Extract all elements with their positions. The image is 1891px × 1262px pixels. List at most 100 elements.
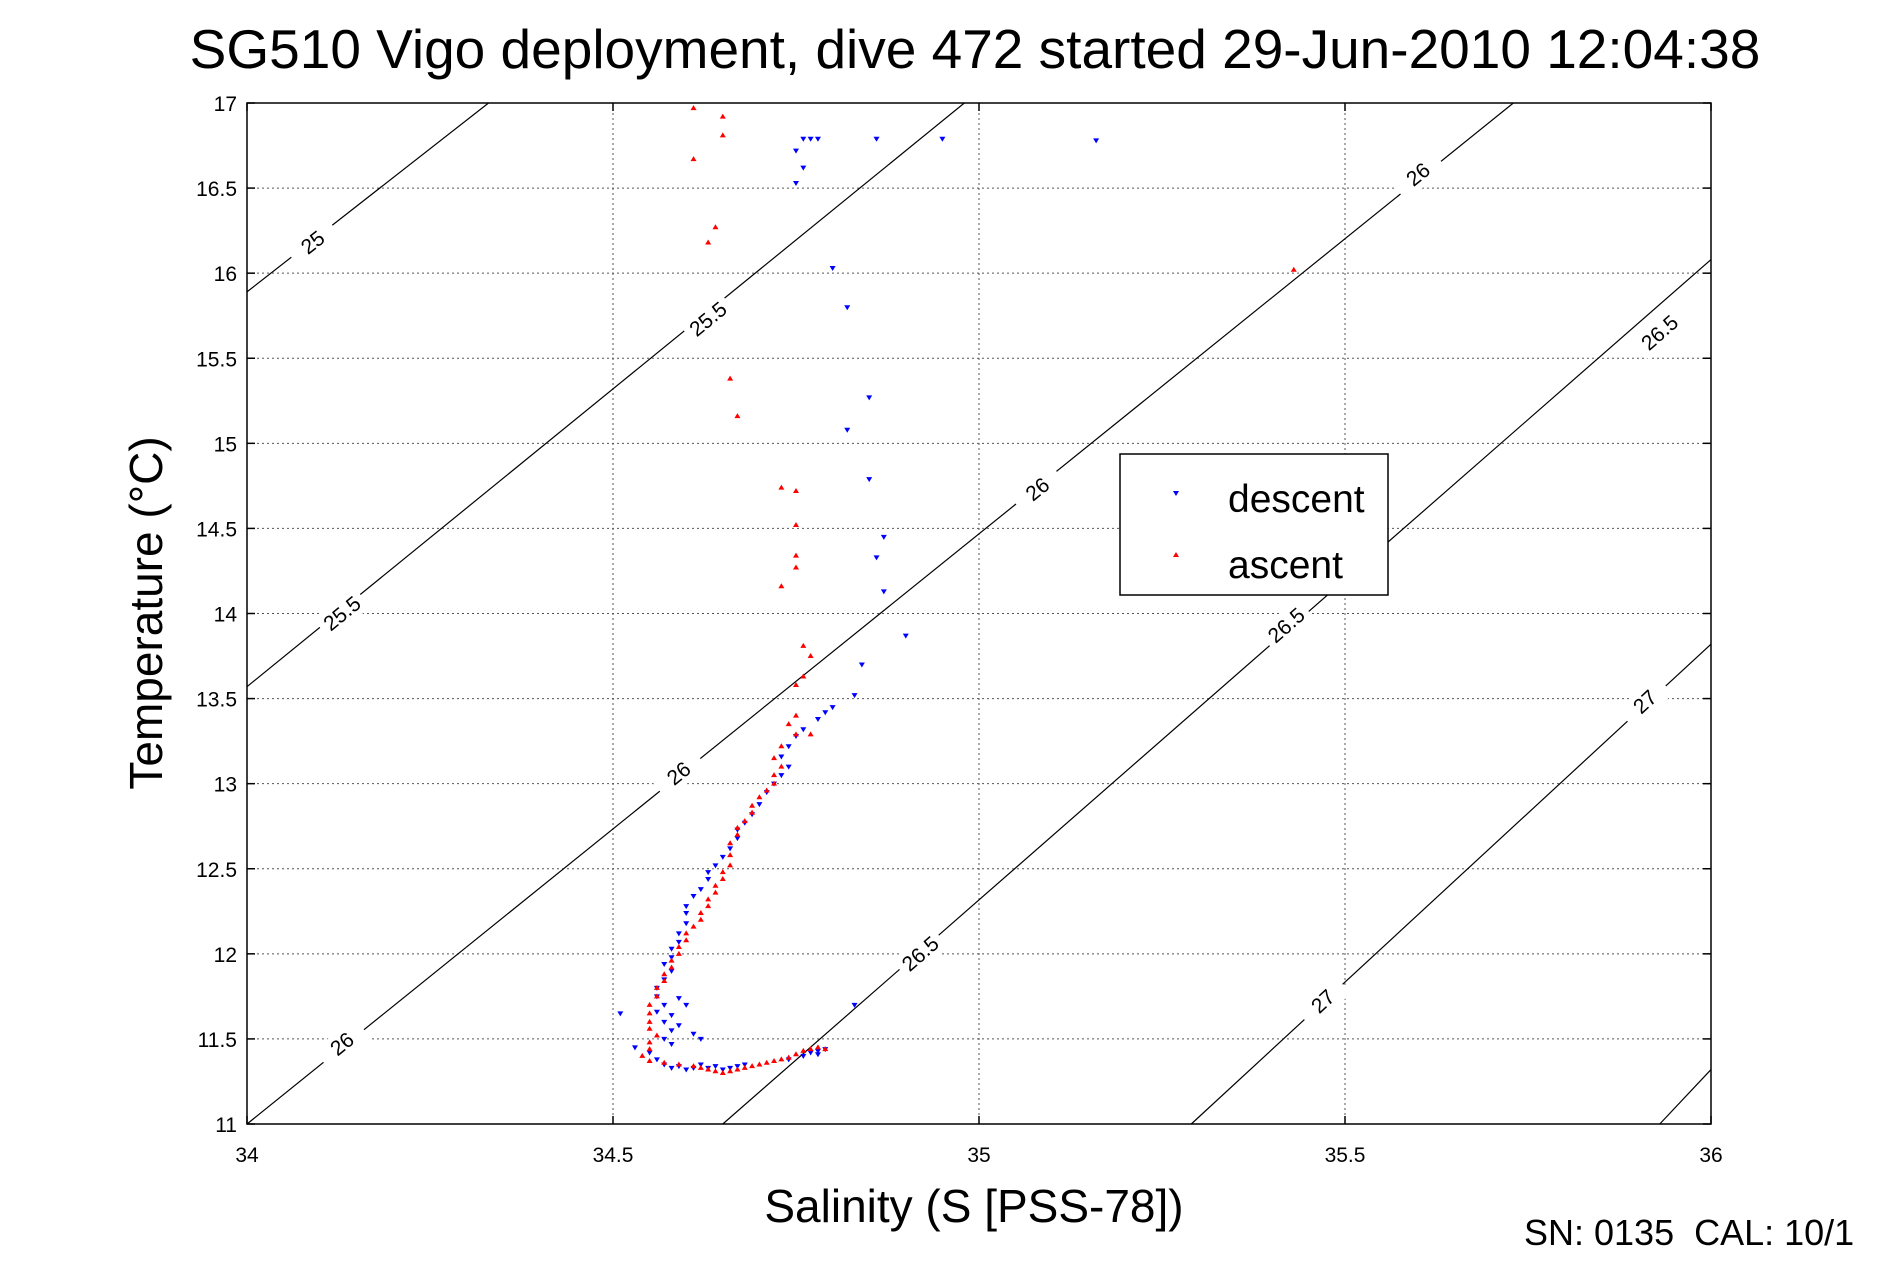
legend: descent ascent	[1119, 453, 1389, 596]
ascent-point	[668, 957, 675, 963]
ascent-point	[749, 1063, 756, 1069]
ascent-point	[705, 896, 712, 902]
y-axis-ticks: 11 11.5 12 12.5 13 13.5 14 14.5 15 15.5 16 16.5 17	[196, 93, 1711, 1137]
descent-point	[778, 754, 785, 760]
descent-point	[683, 904, 690, 910]
ascent-point	[793, 1051, 799, 1057]
ascent-point	[741, 818, 748, 824]
ascent-point	[807, 653, 814, 659]
descent-point	[1093, 138, 1100, 144]
ascent-point	[661, 978, 668, 984]
y-tick-label: 11	[215, 1114, 237, 1137]
descent-point	[668, 1065, 675, 1071]
ascent-point	[646, 1046, 653, 1052]
isopycnal-line	[1659, 1069, 1712, 1125]
ascent-point	[771, 1058, 778, 1064]
ascent-point	[793, 522, 799, 528]
ascent-point	[771, 772, 778, 778]
descent-point	[697, 1036, 704, 1042]
ascent-point	[749, 809, 756, 815]
ascent-point	[793, 564, 799, 570]
ascent-point	[697, 916, 704, 922]
y-tick-label: 12	[214, 944, 237, 967]
x-tick-label: 36	[1699, 1144, 1722, 1167]
ascent-point	[785, 721, 792, 727]
ascent-point	[793, 487, 799, 493]
legend-box	[1119, 453, 1389, 596]
ascent-point	[800, 673, 807, 679]
ascent-point	[653, 984, 660, 990]
descent-point	[705, 876, 712, 882]
x-axis-label: Salinity (S [PSS-78])	[764, 1180, 1183, 1232]
descent-point	[631, 1045, 638, 1051]
contour-label-bg	[1258, 598, 1315, 653]
ascent-point	[675, 944, 682, 950]
descent-point	[675, 939, 682, 945]
ascent-point	[690, 923, 697, 929]
ascent-point	[683, 930, 690, 936]
data-points	[617, 105, 1297, 1075]
ascent-point	[712, 1068, 719, 1074]
ascent-point	[793, 552, 799, 558]
descent-point	[712, 1064, 719, 1070]
ascent-point	[719, 875, 726, 881]
ascent-point	[756, 1061, 763, 1067]
ascent-point	[793, 731, 799, 737]
descent-point	[814, 1052, 821, 1058]
descent-point	[807, 1050, 814, 1056]
descent-point	[800, 136, 807, 142]
descent-point	[683, 910, 690, 916]
y-tick-label: 15.5	[196, 348, 237, 371]
contour-label-bg	[650, 747, 708, 800]
contour-label-bg	[892, 926, 949, 981]
isopycnal-line	[246, 102, 1514, 1125]
ascent-point	[690, 1063, 697, 1069]
ascent-point	[639, 1052, 646, 1058]
ascent-point	[683, 937, 690, 943]
y-tick-label: 15	[214, 433, 237, 456]
contour-label-bg	[1009, 462, 1066, 516]
y-tick-label: 17	[214, 93, 237, 116]
descent-point	[727, 846, 734, 852]
descent-point	[675, 931, 682, 937]
descent-point	[668, 1013, 675, 1019]
descent-point	[668, 1028, 675, 1034]
ascent-point	[793, 681, 799, 687]
isopycnal-line	[1190, 643, 1712, 1125]
ascent-point	[763, 787, 770, 793]
descent-point	[661, 962, 668, 968]
ascent-point	[741, 1064, 748, 1070]
descent-point	[814, 136, 821, 142]
x-tick-label: 34	[235, 1144, 259, 1167]
ascent-point	[705, 239, 712, 245]
descent-point	[697, 887, 704, 893]
ascent-point	[734, 1066, 741, 1072]
ascent-point	[646, 1039, 653, 1045]
y-tick-label: 14	[214, 604, 238, 627]
descent-point	[653, 1057, 660, 1063]
descent-point	[756, 802, 763, 808]
descent-point	[683, 921, 690, 927]
descent-point	[785, 764, 792, 770]
serial-calibration-footer: SN: 0135 CAL: 10/1	[1524, 1212, 1854, 1253]
ascent-point	[749, 802, 756, 808]
descent-point	[778, 773, 785, 779]
ascent-point	[734, 831, 741, 837]
ascent-point	[646, 1018, 653, 1024]
descent-point	[793, 148, 799, 154]
descent-point	[661, 1019, 668, 1025]
ascent-point	[1290, 266, 1297, 272]
descent-point	[873, 136, 880, 142]
descent-point	[866, 395, 873, 401]
descent-point	[668, 946, 675, 952]
ascent-point	[778, 583, 785, 589]
isopycnal-line	[246, 102, 489, 293]
contour-label-bg	[313, 1017, 371, 1071]
descent-point	[683, 1067, 690, 1073]
descent-point	[668, 968, 675, 974]
contour-label-bg	[1617, 674, 1674, 730]
ascent-point	[675, 950, 682, 956]
ascent-point	[807, 731, 814, 737]
descent-point	[822, 710, 829, 716]
descent-point	[653, 1009, 660, 1015]
